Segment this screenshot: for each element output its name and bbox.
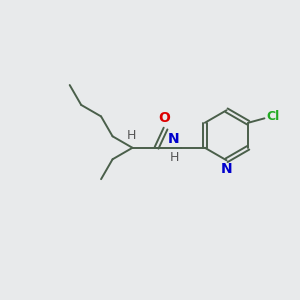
Text: Cl: Cl xyxy=(267,110,280,123)
Text: O: O xyxy=(158,111,170,125)
Text: H: H xyxy=(127,130,136,142)
Text: H: H xyxy=(170,151,179,164)
Text: N: N xyxy=(168,132,179,146)
Text: N: N xyxy=(221,162,232,176)
